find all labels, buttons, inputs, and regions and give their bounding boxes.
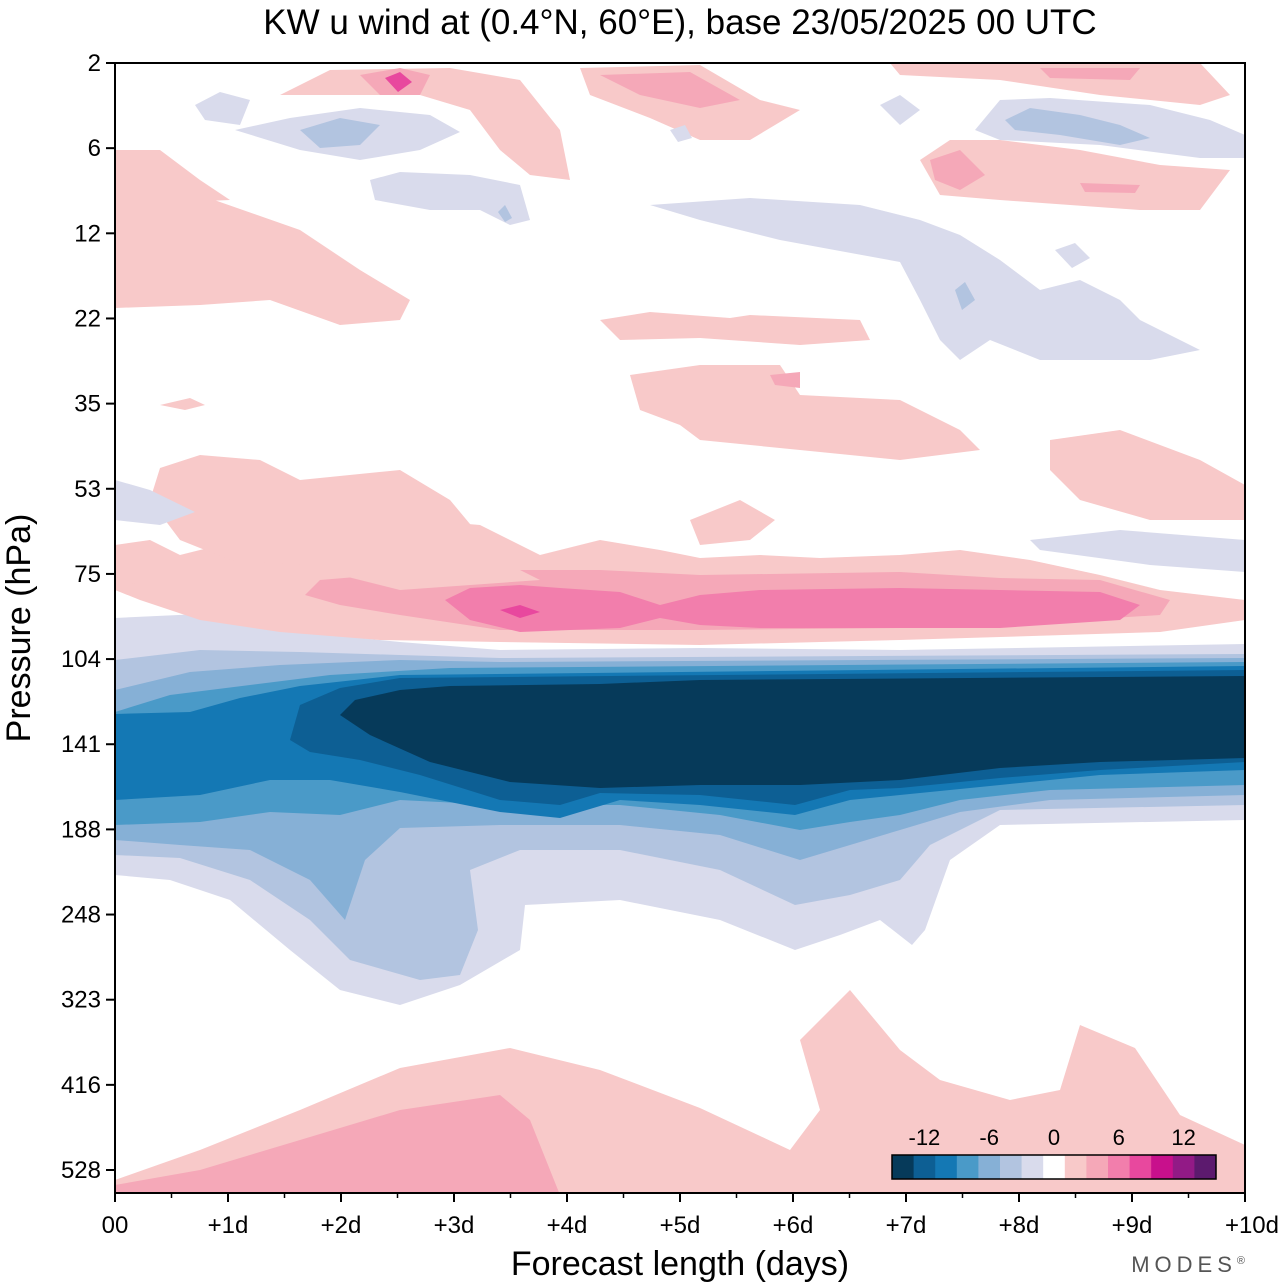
colorbar-swatch: [978, 1155, 1001, 1179]
contour-pos-8: [500, 605, 540, 618]
contour-pos-2-strat-c: [630, 365, 980, 460]
contour-neg-2-strat-i: [115, 480, 195, 525]
contour-pos-4-strat-f: [770, 372, 800, 388]
contour-pos-2-strat-h: [280, 68, 570, 180]
x-axis-label: Forecast length (days): [511, 1245, 849, 1283]
contour-pos-6: [445, 585, 1140, 632]
colorbar-swatch: [1172, 1155, 1195, 1179]
contour-neg-4-strat-d: [498, 205, 512, 222]
x-tick-label: +5d: [660, 1212, 701, 1239]
colorbar-label: 6: [1113, 1125, 1125, 1150]
contour-pos-2-strat-d: [600, 312, 870, 345]
x-tick-label: +2d: [321, 1212, 362, 1239]
y-tick-label: 528: [61, 1157, 101, 1184]
y-tick-label: 53: [74, 476, 101, 503]
contour-pos-2-strat-j: [890, 63, 1230, 105]
contour-neg-2-strat-b: [650, 198, 1200, 360]
colorbar-swatch: [913, 1155, 936, 1179]
contour-pos-4-strat-e: [1080, 183, 1140, 193]
x-tick-label: +9d: [1112, 1212, 1153, 1239]
colorbar-swatch: [935, 1155, 958, 1179]
contour-neg-2-strat-f: [880, 95, 920, 125]
brand-mark: ®: [1237, 1255, 1250, 1267]
x-tick-label: +3d: [434, 1212, 475, 1239]
y-tick-label: 141: [61, 731, 101, 758]
colorbar-swatch: [1108, 1155, 1131, 1179]
wind-field: [115, 63, 1245, 1193]
colorbar-label: -12: [909, 1125, 941, 1150]
contour-pos-2-strat-m: [115, 540, 165, 585]
contour-pos-4-strat-c: [930, 150, 985, 190]
colorbar-swatch: [1021, 1155, 1044, 1179]
colorbar-label: -6: [979, 1125, 999, 1150]
x-tick-label: +6d: [773, 1212, 814, 1239]
contour-neg-2-strat-a: [370, 172, 530, 225]
contour-pos-2-strat-k: [920, 140, 1230, 210]
colorbar-swatch: [1000, 1155, 1023, 1179]
colorbar-label: 0: [1048, 1125, 1060, 1150]
colorbar-swatch: [1129, 1155, 1152, 1179]
y-tick-label: 35: [74, 391, 101, 418]
x-tick-label: +10d: [1225, 1212, 1279, 1239]
contour-pos-2-strat-l: [160, 398, 205, 410]
x-tick-label: +7d: [886, 1212, 927, 1239]
brand-label: MODES®: [1131, 1252, 1250, 1277]
colorbar-swatch: [956, 1155, 979, 1179]
contour-neg-2-strat-j: [670, 125, 692, 142]
y-tick-label: 2: [88, 50, 101, 77]
contour-neg-4-strat-b: [1005, 108, 1150, 145]
colorbar-swatch: [1043, 1155, 1066, 1179]
contour-pos-2-strat-b: [1050, 430, 1245, 520]
contour-neg-4-strat-a: [300, 118, 380, 148]
contour-neg-2-strat-g: [1055, 243, 1090, 268]
y-axis-ticks: 2 6 12 22 35 53 75 104 141 188 248 323 416 528: [61, 50, 115, 1184]
colorbar-swatch: [1064, 1155, 1087, 1179]
y-tick-label: 6: [88, 135, 101, 162]
y-tick-label: 104: [61, 646, 101, 673]
contour-pos-2-strat-e: [690, 500, 775, 545]
plot-frame: [114, 62, 1246, 1194]
y-tick-label: 188: [61, 816, 101, 843]
contour-neg-2-strat-h: [1030, 530, 1245, 572]
y-tick-label: 12: [74, 220, 101, 247]
contour-neg-4-strat-c: [955, 282, 975, 310]
colorbar-frame: [891, 1154, 1217, 1180]
x-tick-label: 00: [102, 1212, 129, 1239]
y-tick-label: 323: [61, 987, 101, 1014]
colorbar-swatch: [1151, 1155, 1174, 1179]
x-tick-label: +1d: [208, 1212, 249, 1239]
y-tick-label: 416: [61, 1072, 101, 1099]
y-axis-label: Pressure (hPa): [0, 514, 38, 743]
colorbar-swatch: [1194, 1155, 1217, 1179]
x-tick-label: +4d: [547, 1212, 588, 1239]
brand-name: MODES: [1131, 1252, 1237, 1277]
contour-pos-2-strat-a: [150, 455, 540, 590]
contour-pos-4-strat-b: [600, 72, 740, 108]
contour-neg-2-strat-e: [195, 92, 250, 125]
y-tick-label: 22: [74, 305, 101, 332]
contour-pos-4-strat-d: [1040, 68, 1140, 80]
colorbar-label: 12: [1171, 1125, 1195, 1150]
contour-pos-2-strat-f: [115, 195, 410, 325]
chart-title: KW u wind at (0.4°N, 60°E), base 23/05/2…: [263, 3, 1096, 42]
colorbar-swatch: [892, 1155, 915, 1179]
x-axis-ticks: 00 +1d +2d +3d +4d +5d +6d +7d +8d +9d +10d: [102, 1193, 1279, 1239]
y-tick-label: 75: [74, 561, 101, 588]
x-tick-label: +8d: [999, 1212, 1040, 1239]
contour-neg-14: [340, 676, 1245, 788]
contour-pos-2-strat-g: [115, 150, 230, 205]
colorbar-swatch: [1086, 1155, 1109, 1179]
contour-pos-4: [115, 1095, 560, 1193]
contour-pos-6-strat: [385, 72, 412, 92]
colorbar: -12 -6 0 6 12: [891, 1125, 1217, 1180]
y-tick-label: 248: [61, 902, 101, 929]
